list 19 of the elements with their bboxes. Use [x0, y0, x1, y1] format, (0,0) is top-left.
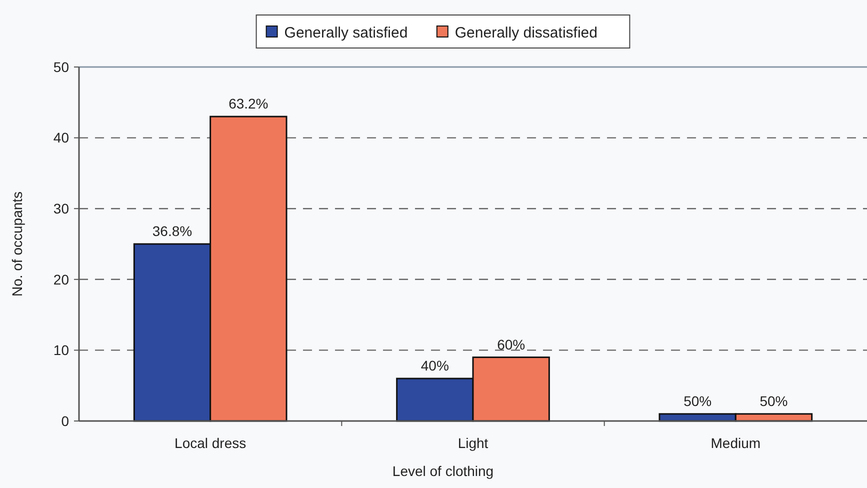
legend-label: Generally dissatisfied — [454, 24, 598, 42]
x-tick-label: Light — [458, 435, 488, 451]
annotation: 60% — [497, 336, 526, 352]
annotation: 50% — [760, 392, 788, 409]
y-tick-label: 10 — [53, 342, 70, 358]
y-tick-label: 40 — [53, 130, 70, 146]
annotation: 63.2% — [228, 96, 268, 112]
y-tick-label: 30 — [53, 200, 70, 216]
annotation: 50% — [684, 392, 712, 409]
x-axis-title: Level of clothing — [392, 463, 494, 479]
y-axis-title: No. of occupants — [9, 191, 25, 297]
annotation: 36.8% — [152, 223, 192, 239]
legend-label: Generally satisfied — [284, 24, 408, 42]
y-tick-label: 0 — [61, 412, 70, 429]
y-tick-label: 50 — [53, 58, 70, 75]
x-tick-label: Local dress — [174, 435, 246, 451]
annotation: 40% — [420, 358, 449, 374]
x-tick-label: Medium — [710, 435, 761, 451]
y-tick-label: 20 — [53, 271, 70, 288]
